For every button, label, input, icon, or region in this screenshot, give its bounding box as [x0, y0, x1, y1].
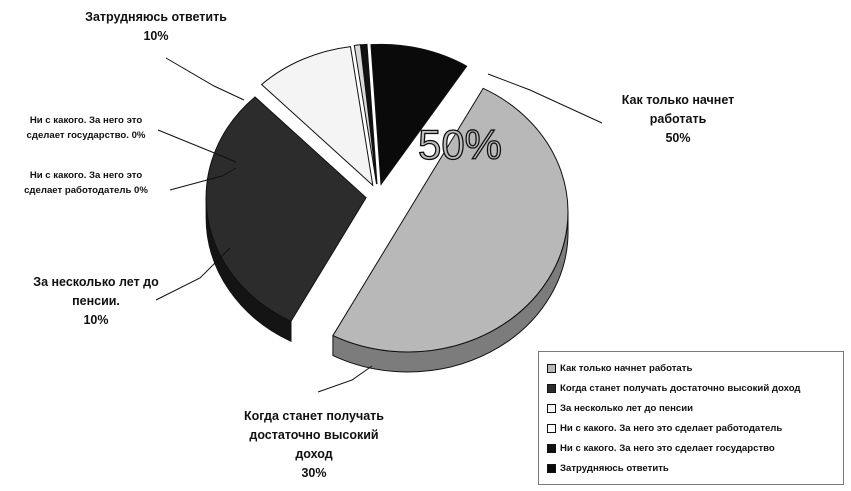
- slice-callout-label: 10%: [83, 313, 108, 327]
- slice-callout-label: достаточно высокий: [249, 428, 378, 442]
- legend-label: Ни с какого. За него это сделает государ…: [560, 442, 775, 454]
- legend-swatch: [547, 403, 556, 413]
- legend-label: Ни с какого. За него это сделает работод…: [560, 422, 783, 434]
- legend-label: Затрудняюсь ответить: [560, 462, 669, 474]
- callout-leader-line: [155, 247, 231, 301]
- slice-callout-label: За несколько лет до: [33, 275, 159, 289]
- callout-leader-line: [165, 57, 245, 101]
- legend-item: Как только начнет работать: [547, 358, 839, 378]
- callout-leader-line: [169, 167, 237, 191]
- pie-slice: [260, 46, 374, 187]
- pie-slice: [205, 96, 367, 322]
- slice-callout-label: сделает работодатель 0%: [24, 185, 148, 196]
- slice-callout-label: доход: [295, 447, 332, 461]
- legend-swatch: [547, 463, 556, 473]
- legend-item: Ни с какого. За него это сделает работод…: [547, 418, 839, 438]
- pie-slices: [205, 43, 569, 353]
- callout-leader-line: [487, 73, 603, 124]
- slice-callout-label: сделает государство. 0%: [27, 130, 146, 141]
- slice-callout-label: Затрудняюсь ответить: [85, 10, 227, 24]
- legend-swatch: [547, 423, 556, 433]
- callout-leader-line: [157, 129, 237, 163]
- legend-item: Когда станет получать достаточно высокий…: [547, 378, 839, 398]
- pie-slice: [360, 43, 378, 185]
- callout-leader-lines: [155, 57, 603, 393]
- slice-callout-label: Как только начнет: [622, 93, 734, 107]
- slice-callout-label: работать: [650, 112, 707, 126]
- legend-swatch: [547, 363, 556, 373]
- slice-callout-label: Ни с какого. За него это: [30, 170, 143, 181]
- legend: Как только начнет работать Когда станет …: [538, 351, 844, 485]
- slice-callout-label: 30%: [301, 466, 326, 480]
- slice-callout-label: Когда станет получать: [244, 409, 384, 423]
- callout-leader-line: [317, 365, 373, 393]
- legend-swatch: [547, 383, 556, 393]
- center-percent-label: 50%: [418, 121, 502, 168]
- slice-callout-label: 10%: [143, 29, 168, 43]
- legend-label: За несколько лет до пенсии: [560, 402, 694, 414]
- pie-slice: [332, 87, 569, 353]
- legend-item: Затрудняюсь ответить: [547, 458, 839, 478]
- slice-callout-label: пенсии.: [72, 294, 120, 308]
- legend-item: За несколько лет до пенсии: [547, 398, 839, 418]
- legend-item: Ни с какого. За него это сделает государ…: [547, 438, 839, 458]
- callout-labels: Как только начнет работать 50% Когда станет…: [24, 10, 734, 480]
- slice-callout-label: 50%: [665, 131, 690, 145]
- pie-slice: [370, 43, 468, 186]
- legend-label: Как только начнет работать: [560, 362, 693, 374]
- slice-callout-label: Ни с какого. За него это: [30, 115, 143, 126]
- legend-label: Когда станет получать достаточно высокий…: [560, 382, 801, 394]
- legend-swatch: [547, 443, 556, 453]
